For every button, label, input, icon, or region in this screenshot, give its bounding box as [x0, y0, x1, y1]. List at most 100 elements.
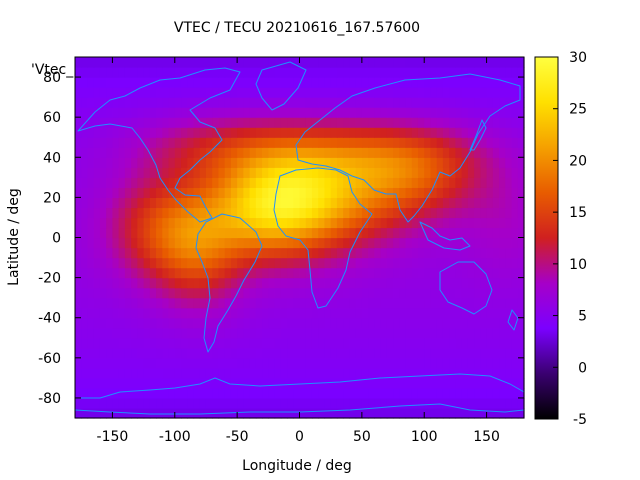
heatmap-cell [474, 267, 481, 279]
heatmap-cell [199, 237, 207, 249]
heatmap-cell [287, 367, 294, 379]
heatmap-cell [299, 117, 307, 128]
heatmap-cell [93, 317, 101, 329]
heatmap-cell [280, 67, 288, 78]
heatmap-cell [187, 327, 195, 339]
heatmap-cell [106, 407, 114, 419]
heatmap-cell [361, 207, 369, 219]
heatmap-cell [361, 327, 369, 339]
heatmap-cell [386, 347, 394, 359]
heatmap-cell [255, 117, 263, 128]
heatmap-cell [343, 327, 350, 339]
heatmap-cell [467, 167, 475, 178]
heatmap-cell [75, 227, 82, 239]
heatmap-cell [293, 327, 301, 339]
heatmap-cell [505, 397, 513, 409]
heatmap-cell [430, 357, 438, 369]
heatmap-cell [187, 307, 195, 319]
heatmap-cell [75, 97, 82, 108]
heatmap-cell [193, 337, 201, 349]
heatmap-cell [137, 57, 145, 68]
heatmap-cell [187, 167, 195, 178]
heatmap-cell [112, 247, 120, 259]
heatmap-cell [112, 367, 120, 379]
heatmap-cell [361, 317, 369, 329]
heatmap-cell [143, 77, 151, 88]
heatmap-cell [386, 387, 394, 399]
heatmap-cell [287, 337, 294, 349]
heatmap-cell [274, 397, 282, 409]
heatmap-cell [274, 167, 282, 178]
heatmap-cell [511, 177, 519, 188]
heatmap-cell [106, 177, 114, 188]
heatmap-cell [430, 87, 438, 98]
heatmap-cell [499, 197, 506, 209]
heatmap-cell [293, 57, 301, 68]
heatmap-cell [324, 67, 332, 78]
heatmap-cell [255, 317, 263, 329]
heatmap-cell [287, 117, 294, 128]
heatmap-cell [168, 297, 176, 309]
heatmap-cell [156, 197, 163, 209]
heatmap-cell [124, 267, 132, 279]
heatmap-cell [249, 87, 257, 98]
heatmap-cell [193, 347, 201, 359]
heatmap-cell [181, 377, 188, 389]
heatmap-cell [81, 207, 89, 219]
heatmap-cell [474, 367, 481, 379]
heatmap-cell [75, 157, 82, 168]
heatmap-cell [224, 217, 232, 229]
heatmap-cell [205, 217, 213, 229]
heatmap-cell [118, 297, 126, 309]
heatmap-cell [355, 257, 363, 269]
colorbar-tick-label: 20 [569, 153, 587, 169]
heatmap-cell [249, 347, 257, 359]
coastline-japan [469, 119, 487, 151]
heatmap-cell [268, 127, 276, 138]
heatmap-cell [293, 347, 301, 359]
heatmap-cell [386, 107, 394, 118]
heatmap-cell [505, 157, 513, 168]
heatmap-cell [449, 407, 457, 419]
heatmap-cell [417, 67, 425, 78]
heatmap-cell [181, 57, 188, 68]
heatmap-cell [349, 317, 357, 329]
heatmap-cell [187, 227, 195, 239]
heatmap-cell [449, 227, 457, 239]
heatmap-cell [499, 337, 506, 349]
heatmap-cell [199, 307, 207, 319]
heatmap-cell [181, 357, 188, 369]
heatmap-cell [274, 97, 282, 108]
heatmap-cell [299, 77, 307, 88]
heatmap-cell [237, 317, 244, 329]
heatmap-cell [249, 127, 257, 138]
heatmap-cell [118, 307, 126, 319]
heatmap-cell [311, 97, 319, 108]
heatmap-cell [143, 197, 151, 209]
x-tick-label: -150 [97, 429, 129, 445]
coastline-south-america [195, 213, 263, 353]
heatmap-cell [455, 217, 463, 229]
heatmap-cell [131, 277, 138, 289]
heatmap-cell [336, 157, 344, 168]
heatmap-cell [467, 127, 475, 138]
heatmap-cell [212, 307, 220, 319]
heatmap-cell [187, 157, 195, 168]
heatmap-cell [405, 107, 413, 118]
heatmap-cell [499, 157, 506, 168]
heatmap-cell [442, 317, 450, 329]
heatmap-cell [393, 407, 400, 419]
heatmap-cell [280, 197, 288, 209]
heatmap-cell [287, 387, 294, 399]
heatmap-cell [361, 277, 369, 289]
heatmap-cell [106, 147, 114, 158]
heatmap-cell [461, 297, 469, 309]
heatmap-cell [299, 167, 307, 178]
heatmap-cell [262, 307, 269, 319]
heatmap-cell [93, 337, 101, 349]
heatmap-cell [143, 397, 151, 409]
heatmap-cell [193, 87, 201, 98]
heatmap-cell [162, 267, 170, 279]
heatmap-cell [411, 87, 419, 98]
heatmap-cell [430, 197, 438, 209]
